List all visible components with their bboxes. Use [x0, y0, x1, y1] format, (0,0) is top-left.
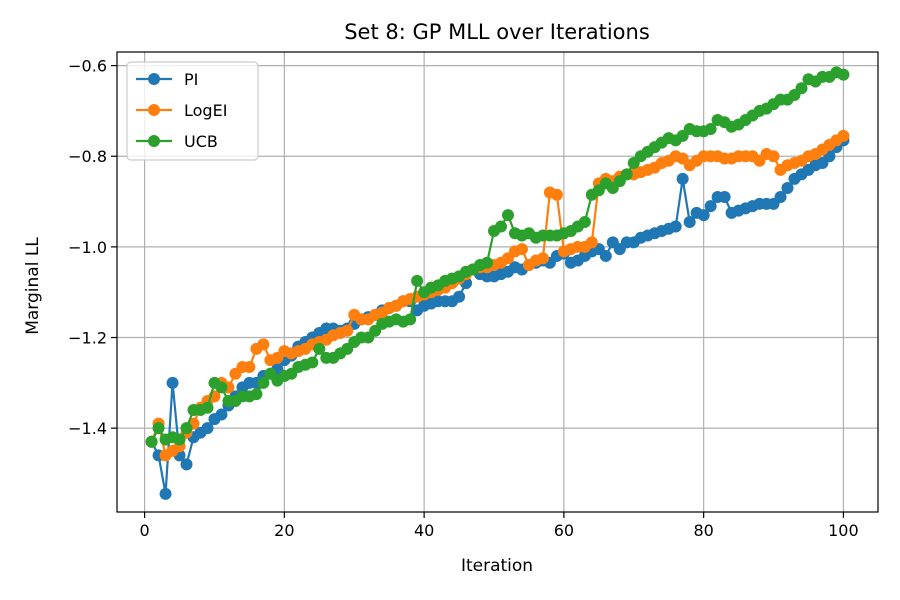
data-point-ucb	[201, 401, 214, 414]
data-point-logei	[767, 150, 780, 163]
data-point-ucb	[306, 356, 319, 369]
data-point-logei	[243, 360, 256, 373]
data-point-ucb	[501, 209, 514, 222]
legend-swatch-marker	[148, 104, 160, 116]
data-point-ucb	[215, 381, 228, 394]
legend-swatch-marker	[148, 73, 160, 85]
data-point-pi	[697, 209, 710, 222]
legend-label: UCB	[184, 132, 218, 151]
data-point-pi	[215, 408, 228, 421]
legend-label: LogEI	[184, 101, 227, 120]
y-tick-label: −0.6	[68, 57, 107, 76]
data-point-pi	[781, 181, 794, 194]
x-tick-label: 40	[414, 521, 434, 540]
data-point-ucb	[257, 376, 270, 389]
data-point-pi	[718, 191, 731, 204]
data-point-logei	[837, 129, 850, 142]
legend-item-logei: LogEI	[136, 101, 227, 120]
data-point-ucb	[313, 342, 326, 355]
data-point-ucb	[620, 168, 633, 181]
legend-box	[126, 61, 259, 161]
series-ucb	[145, 66, 850, 448]
data-point-ucb	[145, 435, 158, 448]
data-point-ucb	[152, 422, 165, 435]
x-tick-label: 100	[828, 521, 859, 540]
x-tick-label: 0	[140, 521, 150, 540]
data-point-pi	[669, 220, 682, 233]
data-point-pi	[704, 200, 717, 213]
axes-frame	[116, 51, 879, 513]
data-point-ucb	[494, 220, 507, 233]
legend-swatch-marker	[148, 135, 160, 147]
data-point-pi	[774, 191, 787, 204]
data-point-pi	[453, 290, 466, 303]
data-point-ucb	[411, 274, 424, 287]
data-point-ucb	[704, 123, 717, 136]
data-point-pi	[599, 249, 612, 262]
x-tick-label: 60	[554, 521, 574, 540]
data-point-ucb	[837, 68, 850, 81]
legend-item-ucb: UCB	[136, 132, 218, 151]
data-point-ucb	[481, 256, 494, 269]
series-layer	[145, 66, 850, 500]
y-tick-label: −1.2	[68, 329, 107, 348]
data-point-pi	[166, 376, 179, 389]
data-point-ucb	[180, 422, 193, 435]
chart-title: Set 8: GP MLL over Iterations	[344, 20, 650, 44]
data-point-pi	[676, 172, 689, 185]
data-point-ucb	[250, 388, 263, 401]
x-axis-label: Iteration	[461, 556, 533, 576]
data-point-ucb	[404, 313, 417, 326]
legend-item-pi: PI	[136, 70, 198, 89]
data-point-pi	[180, 458, 193, 471]
data-point-pi	[683, 215, 696, 228]
data-point-logei	[515, 243, 528, 256]
data-point-logei	[550, 188, 563, 201]
data-point-pi	[201, 422, 214, 435]
x-tick-label: 80	[693, 521, 713, 540]
y-tick-label: −1.4	[68, 419, 107, 438]
x-tick-label: 20	[274, 521, 294, 540]
axis-ticks: 0 20 40 60 80 100 −1.4 −1.2 −1.0 −0.8 −0.6	[68, 57, 859, 540]
y-tick-label: −1.0	[68, 238, 107, 257]
legend-label: PI	[184, 70, 198, 89]
legend: PI LogEI UCB	[126, 61, 259, 161]
data-point-ucb	[173, 433, 186, 446]
data-point-logei	[257, 338, 270, 351]
data-point-logei	[341, 324, 354, 337]
data-point-pi	[159, 487, 172, 500]
plot-area: 0 20 40 60 80 100 −1.4 −1.2 −1.0 −0.8 −0.6	[68, 51, 879, 540]
data-point-ucb	[795, 82, 808, 95]
data-point-logei	[536, 252, 549, 265]
data-point-ucb	[578, 215, 591, 228]
y-tick-label: −0.8	[68, 147, 107, 166]
y-axis-label: Marginal LL	[23, 237, 43, 335]
data-point-logei	[585, 236, 598, 249]
